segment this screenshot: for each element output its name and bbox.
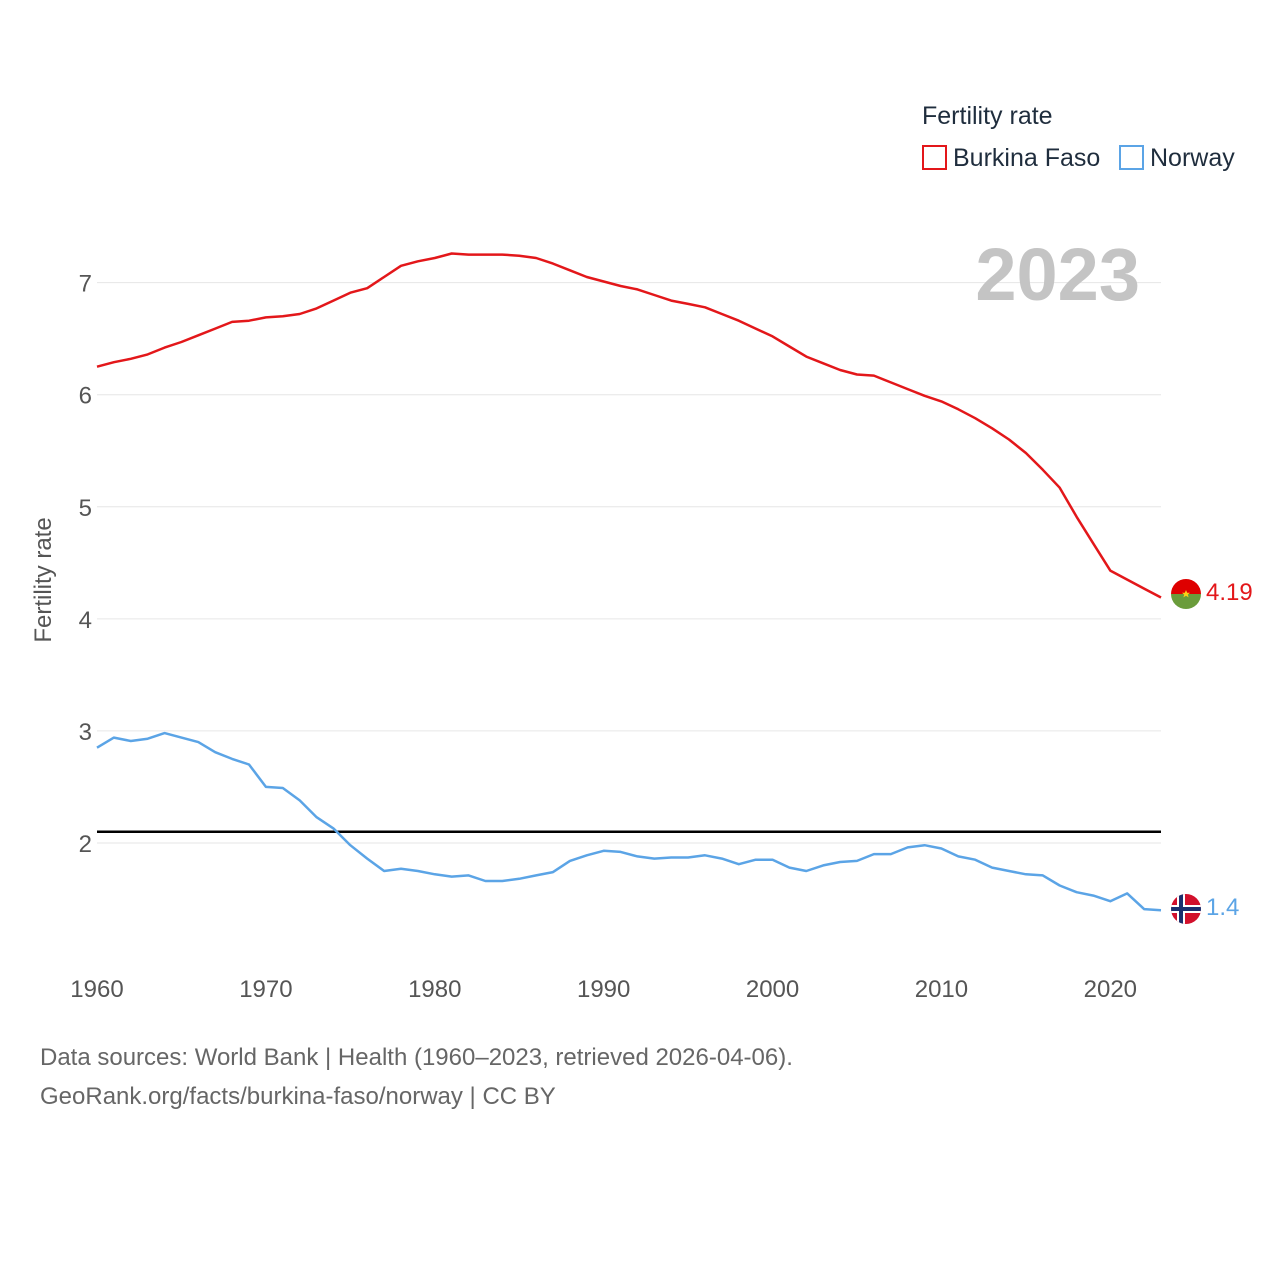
y-tick-label: 2 (79, 831, 92, 858)
x-tick-label: 2020 (1084, 976, 1137, 1003)
gridlines (97, 282, 1161, 844)
end-value-label-norway: 1.4 (1206, 894, 1239, 921)
series-line-norway[interactable] (96, 731, 1162, 912)
x-tick-label: 1990 (577, 976, 630, 1003)
series-line-burkina-faso[interactable] (96, 252, 1162, 599)
y-axis-title: Fertility rate (30, 517, 57, 642)
legend-label-norway[interactable]: Norway (1150, 144, 1235, 172)
x-tick-label: 1960 (70, 976, 123, 1003)
legend-swatch-burkina-faso[interactable] (922, 145, 947, 170)
y-tick-label: 3 (79, 719, 92, 746)
end-value-label-burkina-faso: 4.19 (1206, 579, 1253, 606)
current-year-label: 2023 (975, 233, 1140, 316)
norway-flag-icon (1171, 894, 1201, 924)
x-tick-label: 2000 (746, 976, 799, 1003)
legend-swatch-norway[interactable] (1119, 145, 1144, 170)
burkina-faso-flag-icon (1171, 579, 1201, 609)
footer-source-line: Data sources: World Bank | Health (1960–… (40, 1044, 793, 1071)
series-layer (96, 252, 1162, 912)
x-tick-label: 1980 (408, 976, 461, 1003)
x-tick-label: 1970 (239, 976, 292, 1003)
footer-credit-line: GeoRank.org/facts/burkina-faso/norway | … (40, 1083, 556, 1110)
y-tick-label: 5 (79, 495, 92, 522)
legend-title: Fertility rate (922, 102, 1053, 130)
x-tick-label: 2010 (915, 976, 968, 1003)
y-tick-label: 7 (79, 271, 92, 298)
legend: Burkina Faso Norway (922, 144, 1235, 172)
y-tick-label: 4 (79, 607, 92, 634)
y-tick-label: 6 (79, 383, 92, 410)
x-axis-ticks: 1960 1970 1980 1990 2000 2010 2020 (70, 976, 1137, 1003)
legend-label-burkina-faso[interactable]: Burkina Faso (953, 144, 1100, 172)
y-axis-ticks: 2 3 4 5 6 7 (79, 271, 92, 858)
